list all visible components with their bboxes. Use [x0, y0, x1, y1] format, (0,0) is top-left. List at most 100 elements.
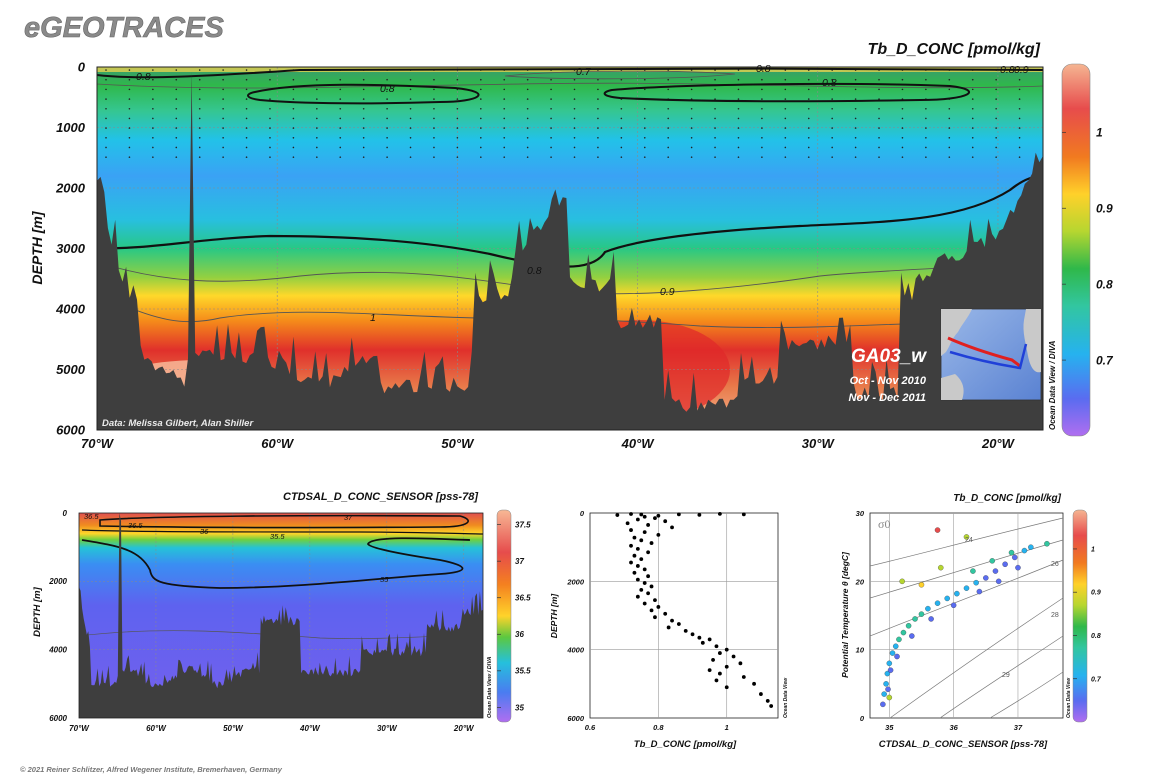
station-sample: [526, 127, 529, 129]
station-sample: [105, 98, 107, 100]
x-tick-label: 70°W: [69, 724, 90, 733]
station-sample: [995, 107, 997, 110]
station-sample: [784, 78, 787, 81]
ts-colorbar: [1072, 509, 1088, 723]
data-point: [635, 577, 640, 582]
station-sample: [128, 127, 131, 129]
station-sample: [105, 127, 107, 129]
station-sample: [714, 127, 716, 129]
station-sample: [597, 78, 599, 81]
station-sample: [433, 78, 435, 81]
salinity-contour-labels: 36.5 36.5 36 35.5 37 35: [84, 512, 389, 584]
main-section-chart: Tb_D_CONC [pmol/kg] 0.8 0.7: [29, 41, 1114, 451]
ts-title: Tb_D_CONC [pmol/kg]: [953, 493, 1061, 504]
data-point: [889, 650, 896, 656]
contour-label: 0.8: [822, 77, 837, 89]
station-sample: [152, 156, 154, 158]
station-sample: [597, 107, 599, 110]
profile-plot-frame: [589, 512, 779, 719]
station-sample: [643, 107, 646, 110]
data-point: [625, 521, 630, 526]
station-sample: [690, 107, 693, 110]
station-sample: [292, 156, 295, 158]
station-sample: [831, 107, 833, 110]
station-sample: [409, 78, 412, 81]
station-sample: [480, 107, 482, 110]
station-sample: [761, 156, 763, 158]
data-point: [884, 670, 891, 677]
station-sample: [1018, 146, 1021, 149]
data-point: [646, 523, 651, 527]
station-sample: [480, 127, 482, 129]
contour-label: 0.7: [576, 66, 592, 78]
ts-y-axis: 0 10 20 30: [855, 509, 865, 723]
data-point: [615, 513, 620, 517]
main-data-credit: Data: Melissa Gilbert, Alan Shiller: [102, 418, 254, 429]
station-sample: [198, 69, 201, 71]
data-point: [918, 582, 925, 588]
station-sample: [1018, 136, 1021, 139]
station-sample: [925, 117, 927, 120]
salinity-x-axis: 70°W 60°W 50°W 40°W 30°W 20°W: [69, 724, 475, 733]
station-sample: [690, 78, 693, 81]
data-point: [880, 701, 886, 708]
station-sample: [878, 117, 880, 120]
station-sample: [690, 136, 693, 139]
station-sample: [480, 98, 482, 100]
data-point: [963, 585, 970, 591]
station-sample: [1018, 107, 1021, 110]
station-sample: [339, 88, 342, 91]
station-sample: [269, 78, 271, 81]
station-sample: [339, 78, 342, 81]
station-sample: [339, 156, 342, 158]
station-sample: [971, 136, 974, 139]
station-sample: [198, 88, 201, 91]
y-tick-label: 6000: [56, 423, 86, 438]
main-y-axis-title: DEPTH [m]: [29, 210, 45, 284]
salinity-section-chart: CTDSAL_D_CONC_SENSOR [pss-78] 36.5 36.5 …: [32, 491, 531, 733]
x-tick-label: 1: [725, 723, 729, 732]
station-sample: [292, 107, 295, 110]
ts-isopycnals: [869, 517, 1064, 719]
data-point: [934, 600, 941, 606]
station-sample: [878, 78, 880, 81]
station-sample: [245, 98, 248, 100]
station-sample: [925, 88, 927, 91]
data-point: [632, 535, 637, 540]
station-sample: [737, 78, 740, 81]
station-sample: [198, 98, 201, 100]
station-sample: [128, 117, 131, 120]
station-sample: [831, 136, 833, 139]
station-sample: [409, 107, 412, 110]
station-sample: [854, 98, 857, 100]
station-sample: [245, 156, 248, 158]
data-point: [629, 560, 633, 565]
station-sample: [807, 107, 810, 110]
contour-label: 36: [200, 527, 209, 536]
isopycnal-label: 28: [1051, 612, 1059, 619]
colorbar-tick-label: 0.7: [1096, 353, 1114, 367]
cruise-name: GA03_w: [851, 346, 927, 367]
data-point: [700, 640, 705, 645]
station-sample: [714, 156, 716, 158]
station-sample: [925, 127, 927, 129]
station-sample: [807, 127, 810, 129]
profile-y-axis: 0 2000 4000 6000: [566, 509, 585, 723]
station-sample: [573, 117, 576, 120]
station-sample: [995, 136, 997, 139]
map-track-2011: [949, 343, 1028, 370]
station-sample: [105, 156, 107, 158]
data-point: [1012, 554, 1018, 561]
station-sample: [690, 117, 693, 120]
main-contour-08-lens-west: [247, 83, 480, 105]
isopycnal-label: 24: [965, 537, 973, 544]
station-sample: [878, 88, 880, 91]
station-sample: [643, 127, 646, 129]
station-sample: [292, 136, 295, 139]
station-sample: [971, 156, 974, 158]
station-sample: [362, 98, 365, 100]
station-sample: [620, 156, 623, 158]
cruise-dates-2011: Nov - Dec 2011: [849, 392, 926, 404]
station-sample: [573, 136, 576, 139]
data-point: [646, 574, 651, 579]
